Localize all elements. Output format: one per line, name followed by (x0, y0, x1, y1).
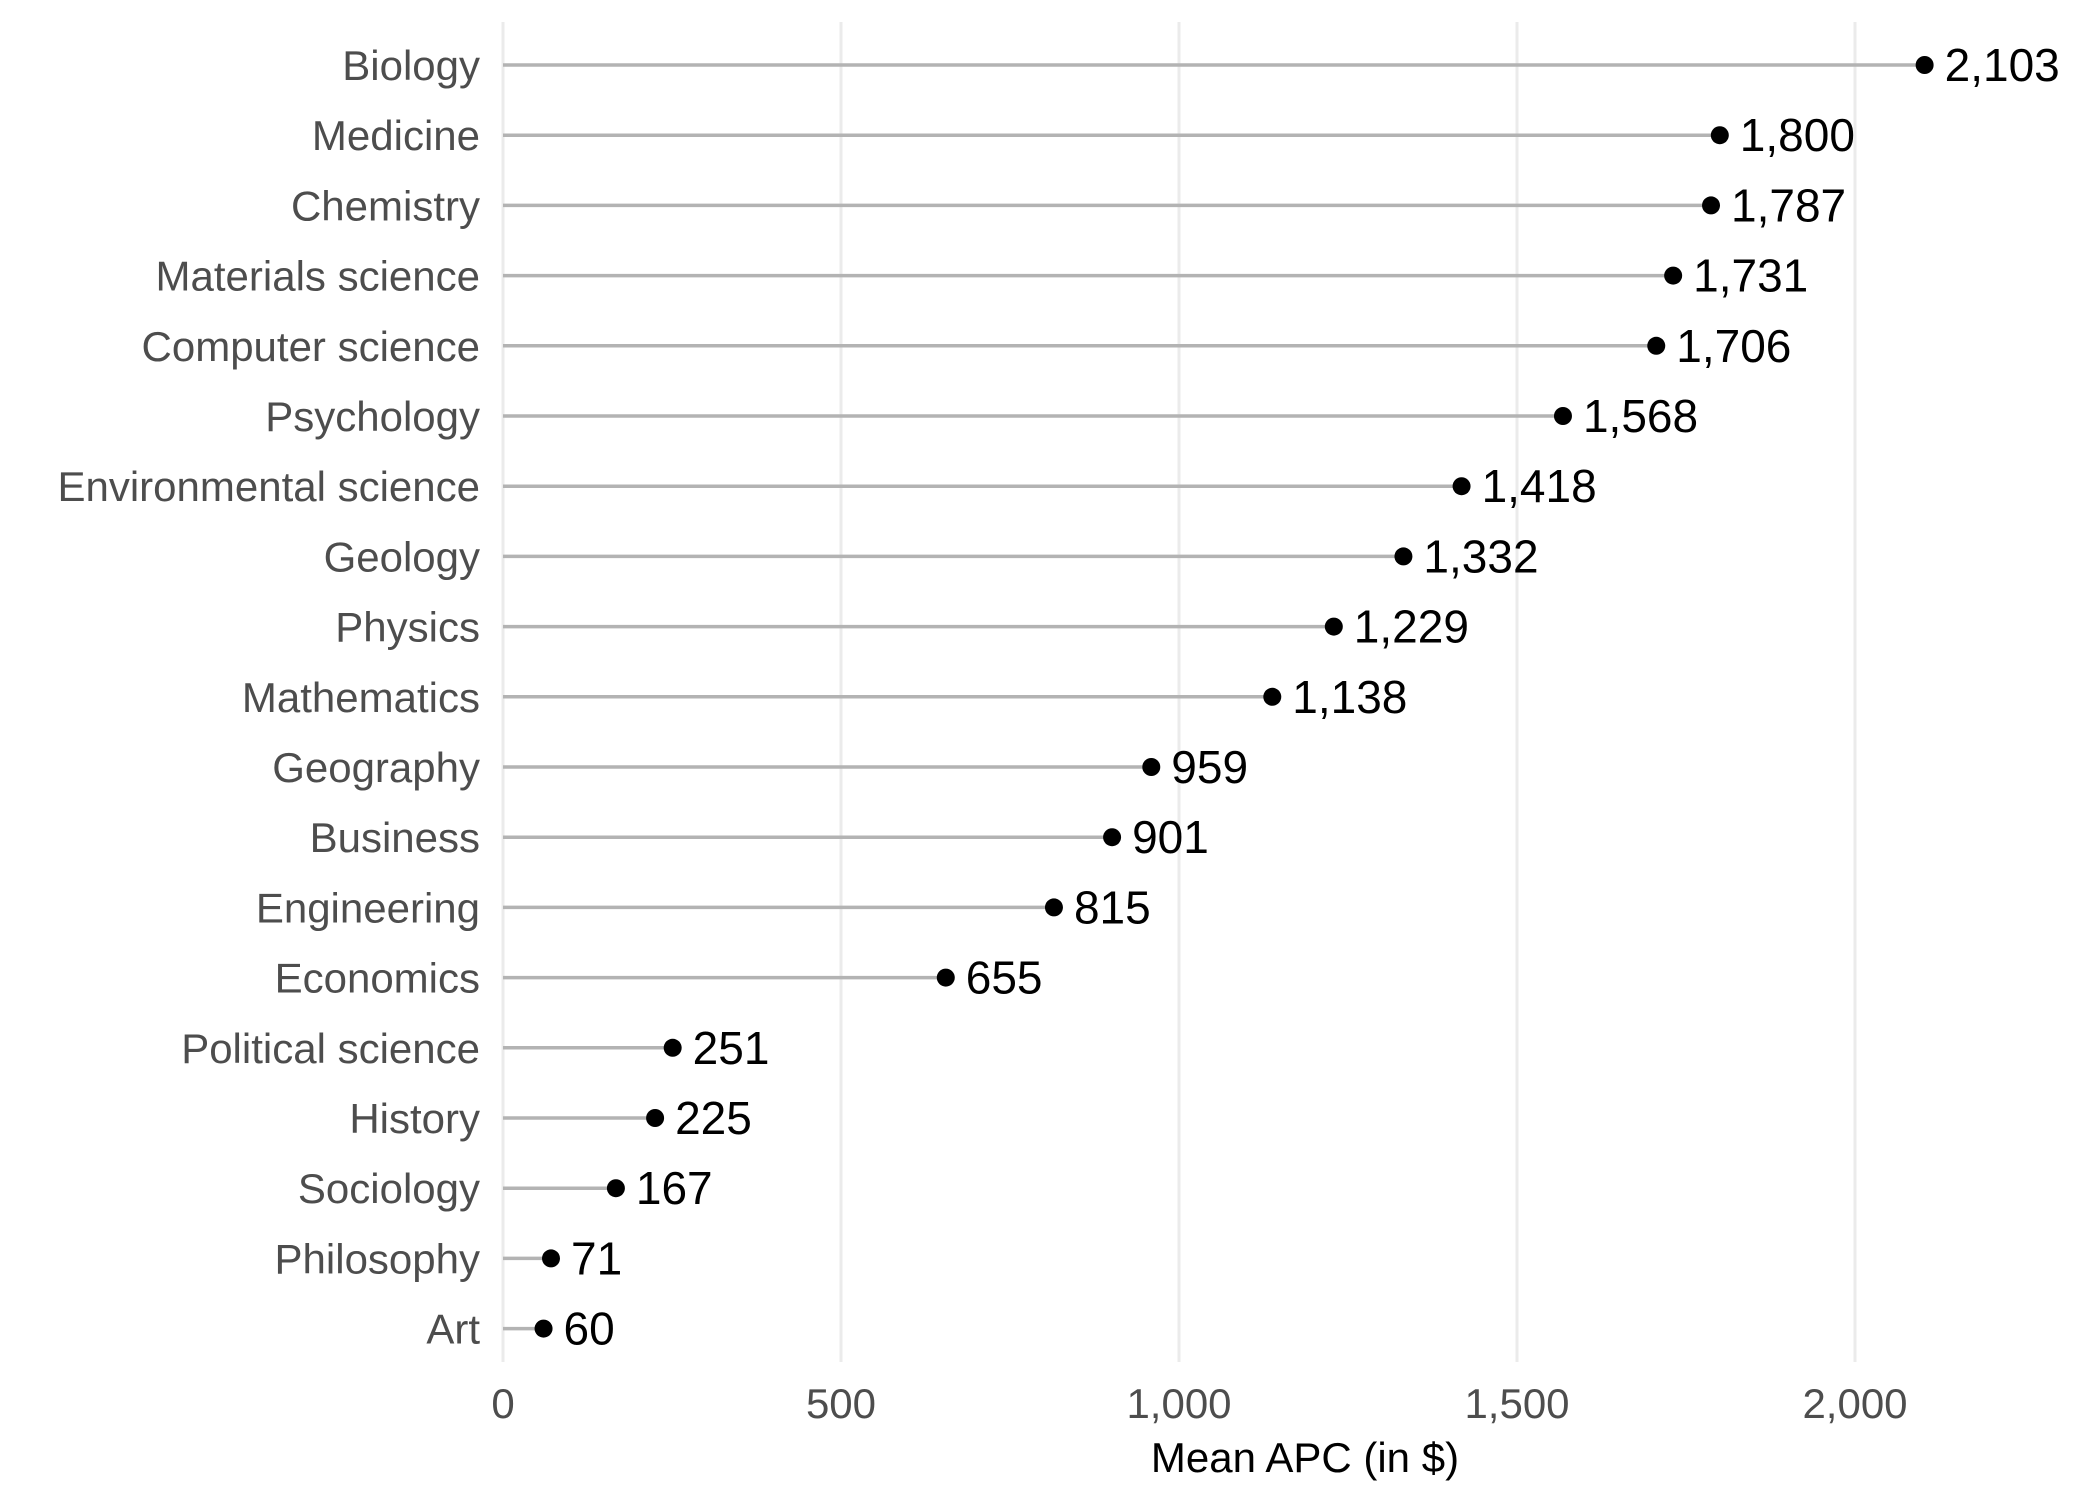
value-label: 251 (693, 1022, 770, 1074)
data-point (1553, 407, 1572, 425)
value-labels: 2,103 1,800 1,787 1,731 1,706 1,568 1,418 1,332… (564, 39, 2060, 1355)
category-label: Mathematics (242, 674, 480, 721)
value-label: 1,332 (1423, 530, 1538, 582)
data-point (1664, 266, 1683, 285)
category-label: Psychology (265, 393, 480, 440)
x-tick-label: 1,500 (1464, 1380, 1569, 1427)
category-label: Political science (181, 1025, 480, 1072)
data-point (1044, 898, 1063, 917)
category-label: Engineering (256, 884, 480, 931)
data-point (606, 1179, 625, 1198)
category-label: Medicine (312, 112, 480, 159)
value-label: 1,138 (1292, 671, 1407, 723)
value-label: 1,418 (1482, 460, 1597, 512)
category-label: Physics (335, 604, 480, 651)
category-label: Philosophy (275, 1235, 480, 1282)
value-label: 901 (1132, 811, 1209, 863)
value-label: 71 (571, 1232, 622, 1284)
category-label: Geology (324, 533, 480, 580)
data-point (646, 1109, 665, 1127)
value-label: 1,568 (1583, 390, 1698, 442)
category-label: Environmental science (57, 463, 480, 510)
data-point (1263, 687, 1282, 706)
value-label: 60 (564, 1303, 615, 1355)
category-label: Economics (275, 955, 480, 1002)
data-point (1103, 828, 1122, 847)
grid-lines (501, 22, 1857, 1362)
x-tick-label: 1,000 (1126, 1380, 1231, 1427)
data-point (1452, 477, 1471, 496)
data-point (534, 1319, 553, 1338)
data-point (1324, 617, 1343, 636)
category-label: Materials science (156, 253, 480, 300)
value-label: 2,103 (1945, 39, 2060, 91)
x-tick-labels: 0 500 1,000 1,500 2,000 (491, 1380, 1907, 1427)
category-label: Chemistry (291, 182, 480, 229)
category-label: Sociology (298, 1165, 480, 1212)
value-label: 1,731 (1693, 250, 1808, 302)
data-point (936, 968, 955, 987)
x-tick-label: 500 (806, 1380, 876, 1427)
category-label: Art (426, 1306, 480, 1353)
points (534, 56, 1934, 1338)
value-label: 815 (1074, 881, 1151, 933)
value-label: 1,706 (1676, 320, 1791, 372)
value-label: 225 (675, 1092, 752, 1144)
data-point (1647, 336, 1666, 355)
x-tick-label: 2,000 (1802, 1380, 1907, 1427)
data-point (663, 1038, 682, 1057)
category-label: Business (310, 814, 480, 861)
x-tick-label: 0 (491, 1380, 514, 1427)
category-label: History (349, 1095, 480, 1142)
data-point (1142, 758, 1161, 776)
value-label: 167 (636, 1162, 713, 1214)
value-label: 1,800 (1740, 109, 1855, 161)
data-point (1915, 56, 1934, 74)
data-point (1702, 196, 1721, 215)
x-axis-title: Mean APC (in $) (1151, 1434, 1459, 1481)
data-point (1710, 126, 1729, 145)
value-label: 1,229 (1354, 601, 1469, 653)
value-label: 1,787 (1731, 179, 1846, 231)
data-point (1394, 547, 1413, 566)
value-label: 655 (966, 952, 1043, 1004)
category-label: Computer science (142, 323, 480, 370)
category-labels: Biology Medicine Chemistry Materials scienc… (57, 42, 480, 1353)
category-label: Biology (342, 42, 480, 89)
value-label: 959 (1171, 741, 1248, 793)
category-label: Geography (272, 744, 480, 791)
data-point (541, 1249, 560, 1268)
